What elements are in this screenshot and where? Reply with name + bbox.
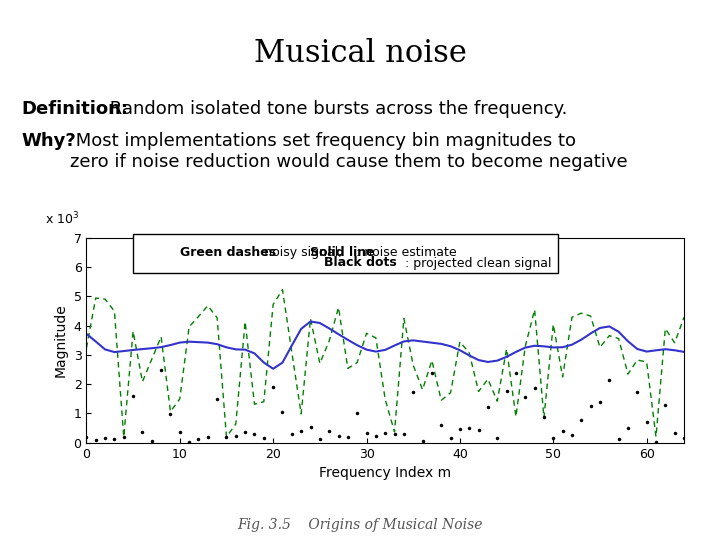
Text: Green dashes: Green dashes: [180, 246, 276, 259]
Text: Fig. 3.5    Origins of Musical Noise: Fig. 3.5 Origins of Musical Noise: [238, 518, 482, 532]
Text: Definition:: Definition:: [22, 100, 129, 118]
Text: Random isolated tone bursts across the frequency.: Random isolated tone bursts across the f…: [104, 100, 568, 118]
Text: : projected clean signal: : projected clean signal: [405, 256, 551, 269]
Text: Musical noise: Musical noise: [253, 38, 467, 69]
Text: Black dots: Black dots: [323, 256, 397, 269]
Text: Why?: Why?: [22, 132, 76, 150]
Text: Solid line: Solid line: [310, 246, 374, 259]
Text: : noise estimate: : noise estimate: [356, 246, 456, 259]
Text: x 10$^3$: x 10$^3$: [45, 211, 79, 227]
Y-axis label: Magnitude: Magnitude: [54, 303, 68, 377]
X-axis label: Frequency Index m: Frequency Index m: [319, 466, 451, 480]
Text: : noisy signal,: : noisy signal,: [256, 246, 350, 259]
Text: Most implementations set frequency bin magnitudes to
zero if noise reduction wou: Most implementations set frequency bin m…: [70, 132, 627, 171]
